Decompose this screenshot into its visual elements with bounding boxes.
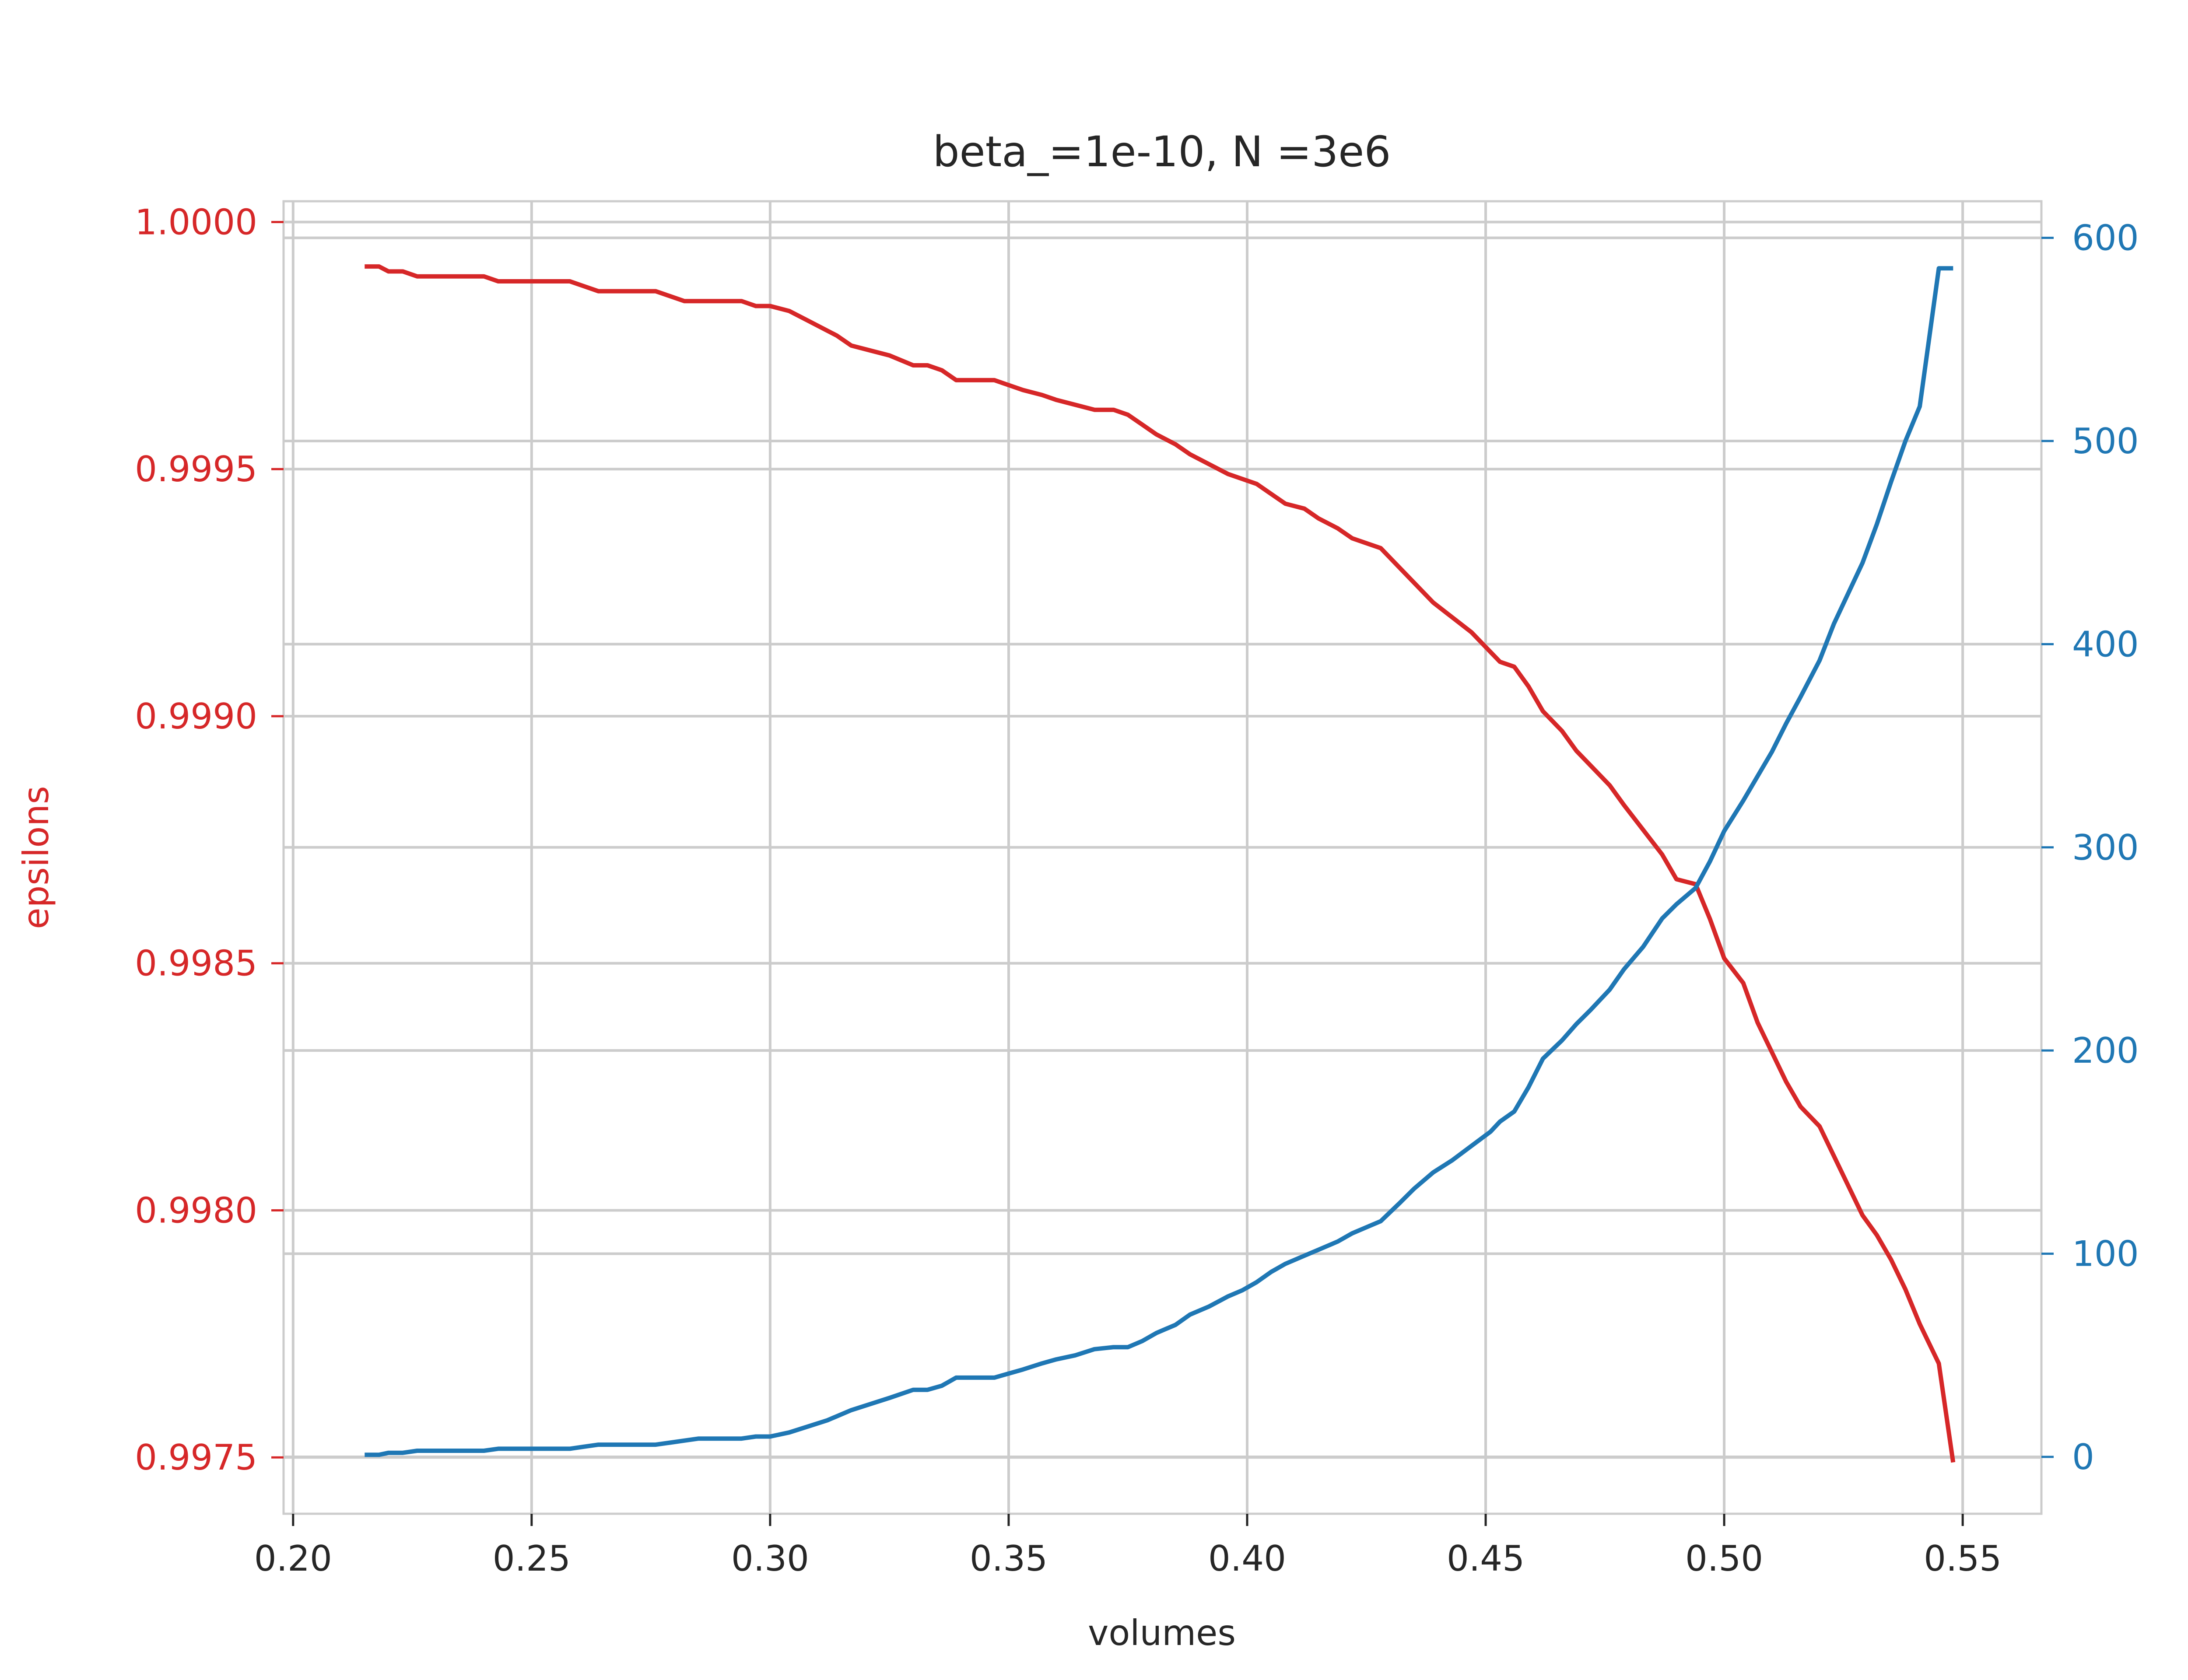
right-y-tick-label: 300 xyxy=(2072,827,2139,868)
x-tick-label: 0.40 xyxy=(1208,1538,1286,1579)
x-tick-label: 0.30 xyxy=(731,1538,809,1579)
left-y-axis-ticks: 0.9975 0.9980 0.9985 0.9990 0.9995 1.0000 xyxy=(135,202,284,1478)
left-y-tick-label: 0.9975 xyxy=(135,1437,257,1478)
right-y-tick-label: 0 xyxy=(2072,1437,2094,1477)
x-tick-label: 0.35 xyxy=(970,1538,1048,1579)
right-y-tick-label: 600 xyxy=(2072,218,2139,259)
right-y-axis-ticks: 0 100 200 300 400 500 600 xyxy=(2041,218,2139,1477)
chart-title: beta_=1e-10, N =3e6 xyxy=(933,127,1391,176)
x-tick-label: 0.55 xyxy=(1924,1538,2002,1579)
left-y-tick-label: 0.9990 xyxy=(135,696,257,737)
epsilons-series-line xyxy=(365,264,1956,1463)
right-y-tick-label: 100 xyxy=(2072,1234,2139,1274)
x-axis-ticks: 0.20 0.25 0.30 0.35 0.40 0.45 0.50 0.55 xyxy=(254,1514,2002,1579)
right-y-tick-label: 500 xyxy=(2072,421,2139,462)
left-y-tick-label: 0.9985 xyxy=(135,943,257,984)
plot-frame xyxy=(282,200,2043,1515)
left-y-tick-label: 0.9980 xyxy=(135,1190,257,1231)
right-y-tick-label: 400 xyxy=(2072,624,2139,665)
right-y-tick-label: 200 xyxy=(2072,1030,2139,1071)
x-tick-label: 0.45 xyxy=(1447,1538,1525,1579)
right-y-axis-label: number of outliers xyxy=(2186,696,2188,1019)
left-y-tick-label: 0.9995 xyxy=(135,449,257,490)
left-y-tick-label: 1.0000 xyxy=(135,202,257,242)
left-y-axis-label: epsilons xyxy=(16,786,56,929)
series-layer xyxy=(365,264,1956,1463)
outliers-series-line xyxy=(365,266,1953,1457)
x-tick-label: 0.50 xyxy=(1685,1538,1763,1579)
x-tick-label: 0.20 xyxy=(254,1538,332,1579)
x-axis-label: volumes xyxy=(1088,1613,1236,1653)
x-tick-label: 0.25 xyxy=(493,1538,571,1579)
grid-lines xyxy=(284,201,2041,1514)
